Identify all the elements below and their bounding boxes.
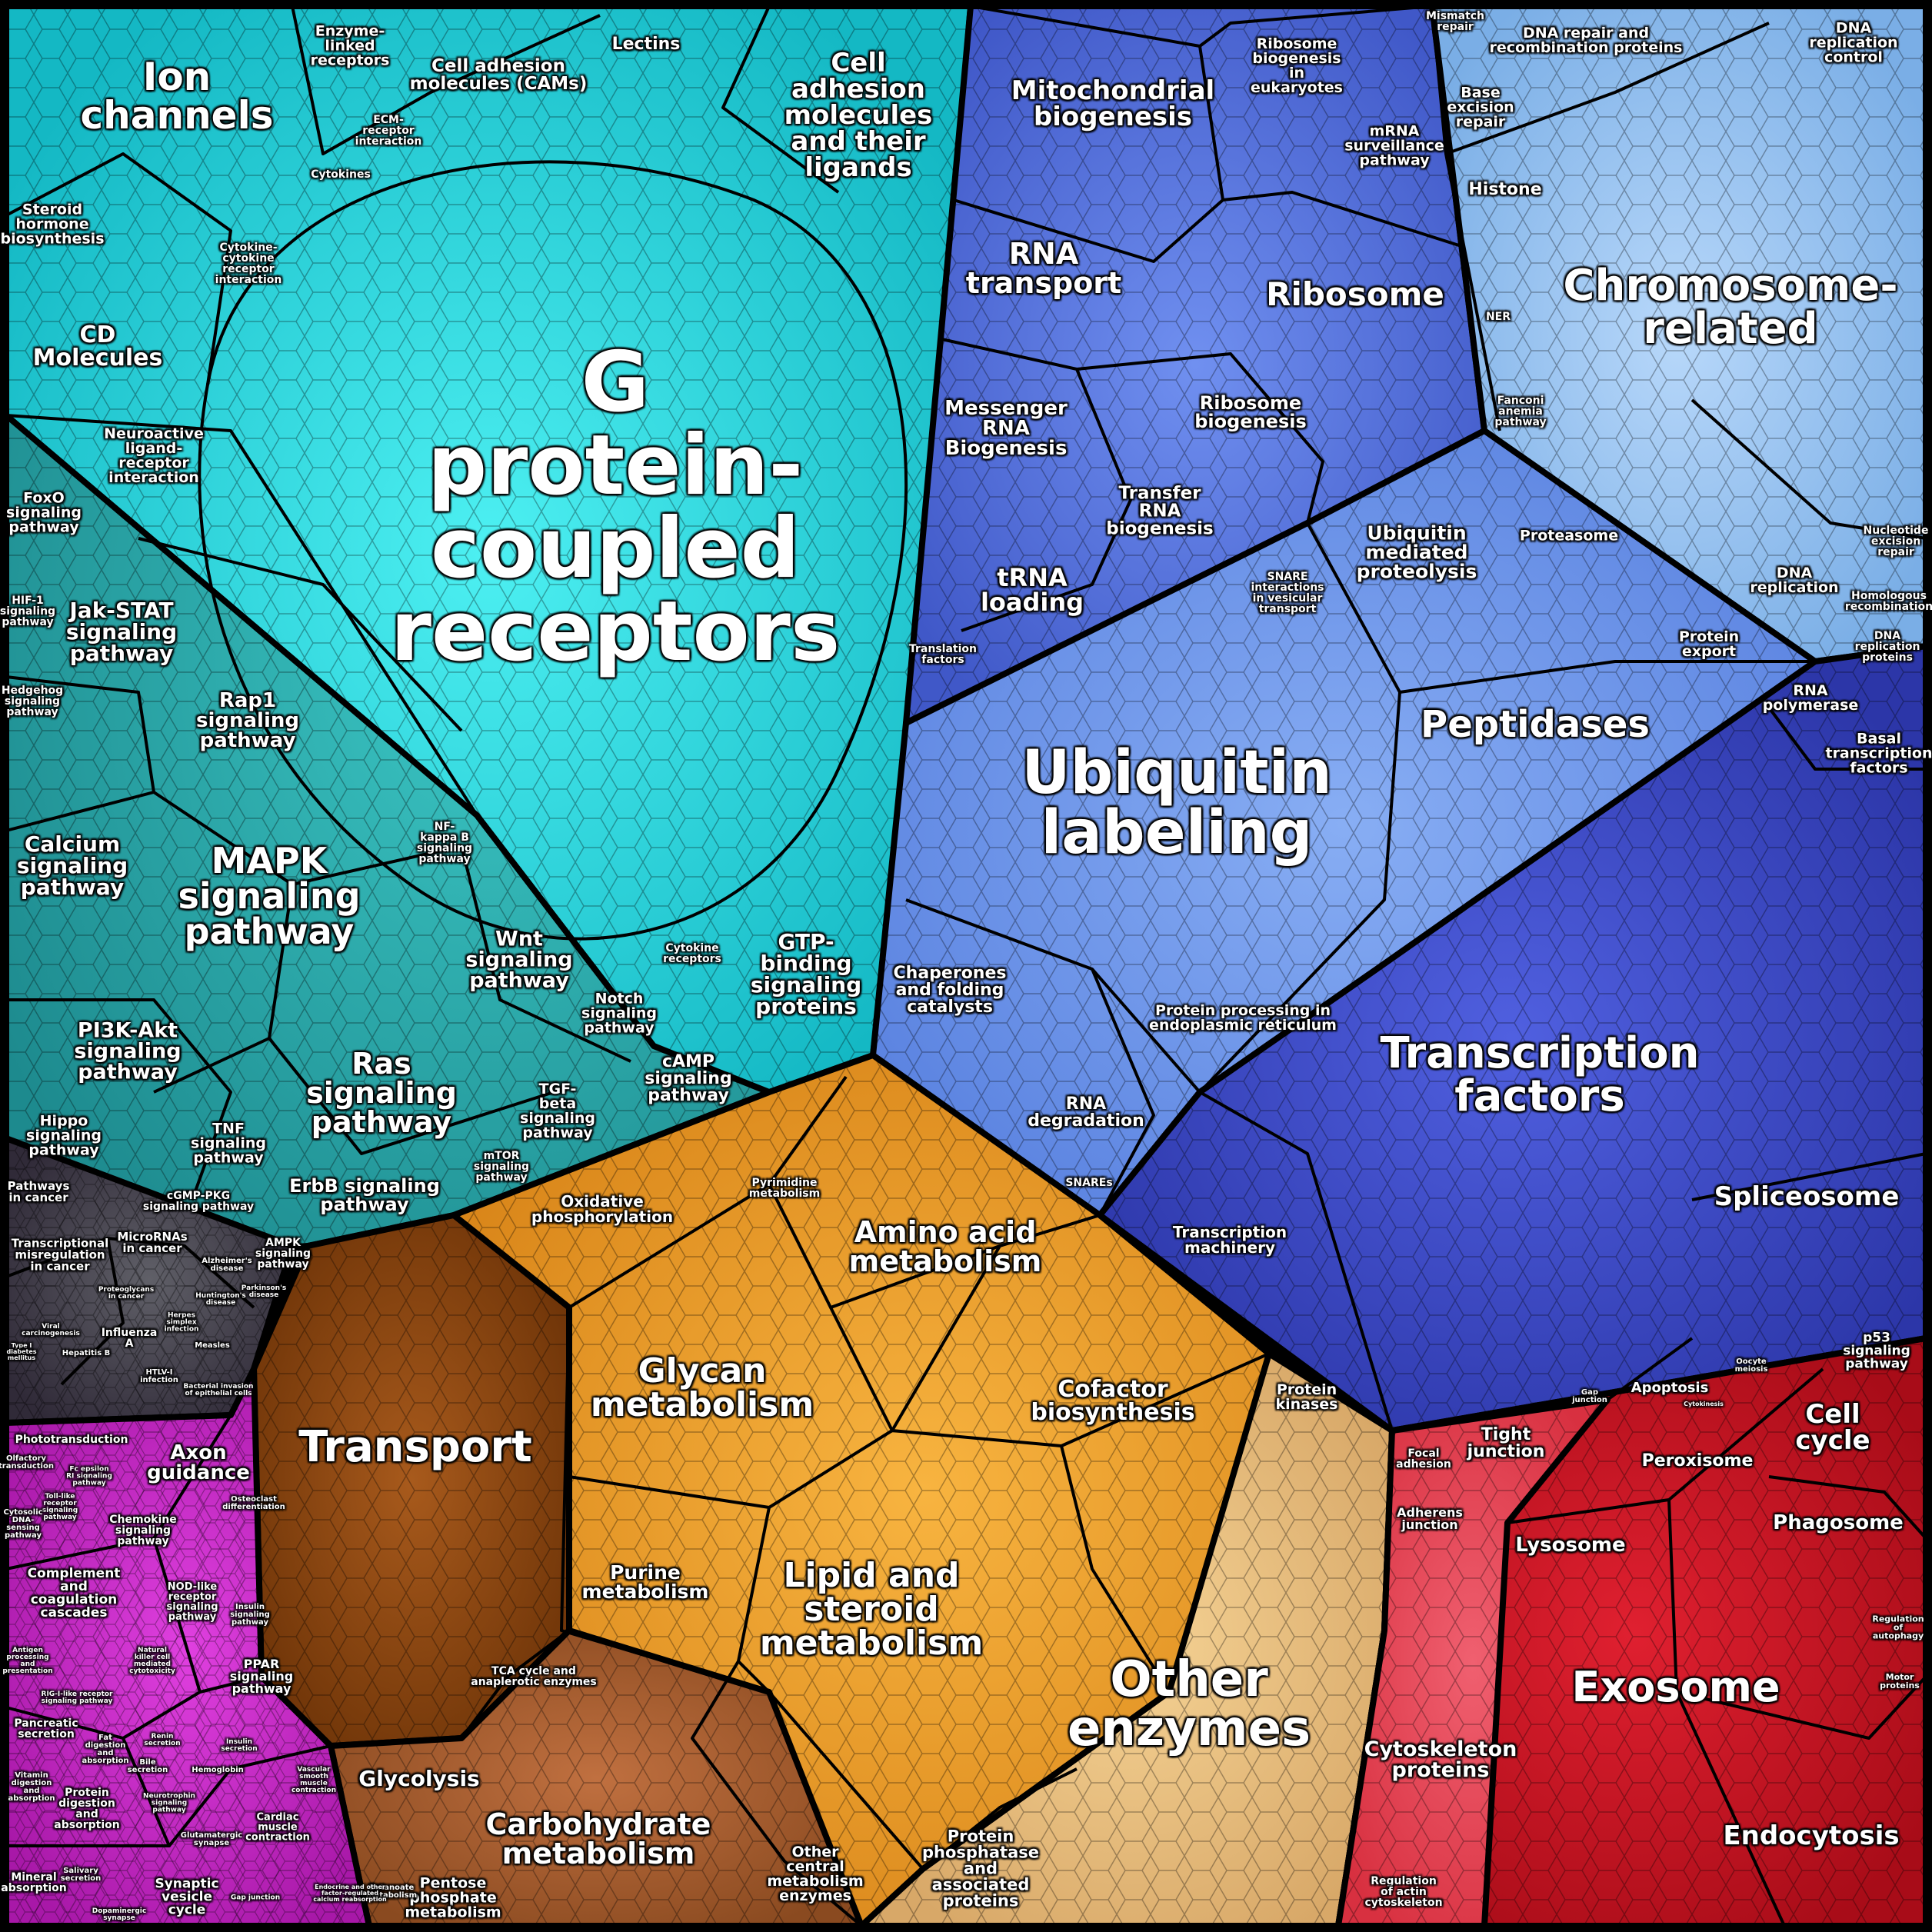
sub-borders bbox=[5, 5, 1927, 1927]
